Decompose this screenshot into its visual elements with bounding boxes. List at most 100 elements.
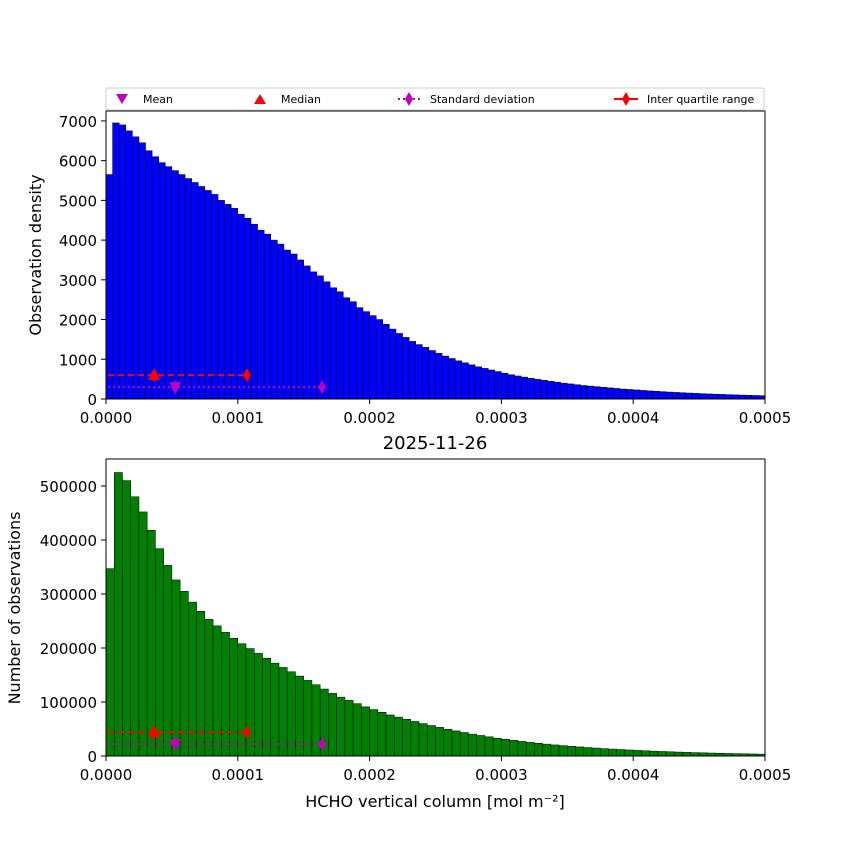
density-bar [665,391,673,400]
density-x-tick-label: 0.0005 [739,409,792,427]
density-bar [178,174,186,400]
counts-x-tick-label: 0.0001 [212,766,265,784]
counts-bar [254,653,263,757]
counts-bar [427,725,436,757]
counts-bar [608,748,617,757]
density-bar [626,389,634,400]
counts-title: 2025-11-26 [383,433,488,454]
counts-bars [105,472,766,757]
density-bar [461,362,469,400]
legend-std-label: Standard deviation [430,93,535,106]
counts-bar [278,667,288,757]
density-plot-frame [105,110,766,400]
counts-x-tick-label: 0.0003 [475,766,528,784]
counts-bar [385,714,395,757]
density-bar [217,200,225,400]
density-bar [382,324,390,400]
density-bar [329,287,337,400]
counts-x-tick-label: 0.0002 [343,766,396,784]
counts-x-axis: 0.0000 0.0001 0.0002 0.0003 0.0004 0.0005 [80,756,792,784]
density-bar [632,389,641,400]
density-bar [758,395,766,400]
density-bar [342,297,351,400]
density-bar [310,271,318,400]
counts-std-marker [318,737,327,752]
counts-bar [394,716,403,757]
density-bar [138,142,146,400]
density-bar [125,130,133,400]
density-bar [349,301,357,400]
legend-median: Median [254,93,321,106]
density-bar [165,166,173,400]
counts-y-tick-label: 500000 [40,478,97,496]
counts-bar [657,751,667,757]
density-bar [494,371,502,400]
counts-bar [237,643,247,757]
density-bar [744,395,753,400]
counts-bar [509,740,519,757]
counts-bar [245,648,255,757]
counts-bar [558,745,568,757]
counts-bar [459,732,469,757]
density-bar [534,379,542,400]
legend-iqr-label: Inter quartile range [647,93,754,106]
density-bar [171,170,179,400]
density-y-tick-label: 2000 [59,312,97,330]
counts-bar [501,739,510,757]
counts-bar [410,721,420,757]
density-bar [290,253,298,400]
density-bar [619,388,627,400]
density-bar [402,337,410,400]
density-bar [586,385,594,400]
density-bar [336,291,344,400]
density-bar [718,394,726,400]
density-median-marker [148,369,161,381]
counts-bar [212,625,222,757]
counts-bar [163,565,173,757]
counts-bar [138,511,148,757]
density-bar [547,381,555,400]
density-bar [132,136,140,400]
counts-bar [105,568,115,757]
legend-mean: Mean [116,93,173,106]
density-bar [580,385,588,400]
counts-y-tick-label: 400000 [40,532,97,550]
density-x-tick-label: 0.0000 [80,409,133,427]
counts-bar [113,472,123,757]
counts-bar [361,706,370,757]
density-bar [573,384,581,400]
density-bar [507,374,515,400]
density-bar [145,150,153,400]
density-x-tick-label: 0.0003 [475,409,528,427]
counts-bar [336,696,346,757]
density-bar [659,391,667,400]
density-bar [211,194,219,400]
legend-std: Standard deviation [398,92,535,106]
counts-bar [443,729,453,757]
density-bar [230,208,239,400]
density-bar [685,392,693,400]
density-y-tick-label: 4000 [59,232,97,250]
density-x-tick-label: 0.0002 [343,409,396,427]
density-bar [277,243,285,400]
counts-bar [682,752,692,757]
density-bar [250,223,258,400]
counts-bar [377,712,387,757]
density-y-axis: 0 1000 2000 3000 4000 5000 6000 7000 [59,113,106,409]
counts-x-tick-label: 0.0005 [739,766,792,784]
counts-y-axis: 0 100000 200000 300000 400000 500000 [40,478,106,766]
density-y-label: Observation density [26,174,45,335]
counts-x-tick-label: 0.0004 [607,766,660,784]
counts-bar [418,723,428,757]
density-bar [158,162,166,400]
density-bar [705,393,713,400]
legend-iqr-marker [622,92,630,106]
density-bar [395,333,403,400]
counts-bar [196,611,206,757]
density-bar [237,214,245,400]
counts-bar [435,727,444,757]
density-bar [474,366,482,400]
density-bar [527,378,535,400]
